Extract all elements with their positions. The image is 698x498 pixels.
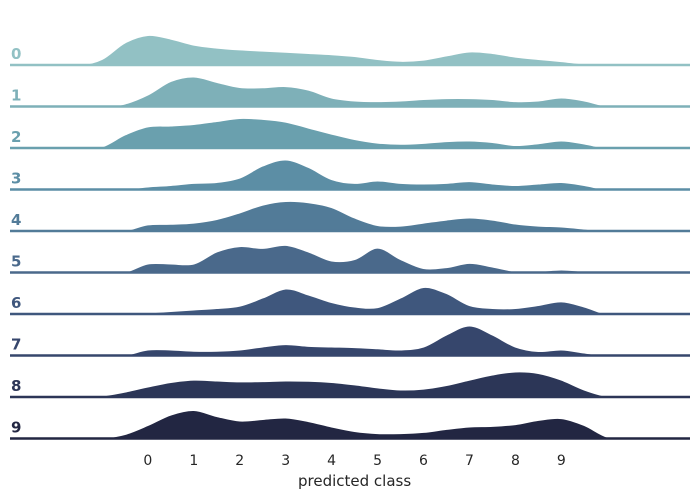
x-tick-label: 4 <box>327 453 336 469</box>
row-label-3: 3 <box>11 170 21 188</box>
ridge-outline-0 <box>10 33 690 67</box>
ridge-7 <box>10 324 690 357</box>
row-label-2: 2 <box>11 128 21 146</box>
ridge-area-5 <box>10 244 690 273</box>
x-tick-label: 7 <box>465 453 474 469</box>
ridge-outline-2 <box>10 116 690 150</box>
row-labels: 0 1 2 3 4 5 6 7 8 9 <box>11 45 21 437</box>
x-tick-label: 3 <box>281 453 290 469</box>
ridge-outline-1 <box>10 75 690 108</box>
x-tick-label: 6 <box>419 453 428 469</box>
x-tick-label: 9 <box>557 453 566 469</box>
ridge-area-1 <box>10 76 690 107</box>
ridge-outline-8 <box>10 370 690 399</box>
row-label-5: 5 <box>11 253 21 271</box>
x-tick-label: 8 <box>511 453 520 469</box>
ridge-area-9 <box>10 409 690 439</box>
ridge-4 <box>10 199 690 233</box>
row-label-7: 7 <box>11 336 21 354</box>
row-label-8: 8 <box>11 377 21 395</box>
ridge-0 <box>10 33 690 67</box>
ridge-3 <box>9 158 690 191</box>
ridge-9 <box>9 408 690 440</box>
ridge-area-7 <box>10 325 690 356</box>
ridge-area-3 <box>10 159 690 190</box>
row-label-1: 1 <box>11 87 21 105</box>
ridge-area-0 <box>10 34 690 66</box>
x-axis-ticks: 0 1 2 3 4 5 6 7 8 9 <box>143 453 565 469</box>
ridge-2 <box>10 116 690 150</box>
row-label-0: 0 <box>11 45 21 63</box>
ridge-1 <box>10 75 690 108</box>
row-label-4: 4 <box>11 211 21 229</box>
row-label-9: 9 <box>11 419 21 437</box>
ridge-6 <box>10 285 690 316</box>
row-label-6: 6 <box>11 294 21 312</box>
x-axis-title: predicted class <box>298 472 411 490</box>
x-tick-label: 0 <box>143 453 152 469</box>
x-tick-label: 2 <box>235 453 244 469</box>
ridge-8 <box>10 370 690 399</box>
ridges <box>9 33 690 440</box>
x-tick-label: 1 <box>189 453 198 469</box>
ridge-5 <box>9 243 690 274</box>
x-tick-label: 5 <box>373 453 382 469</box>
ridge-outline-9 <box>9 408 690 440</box>
ridge-area-6 <box>10 286 690 315</box>
